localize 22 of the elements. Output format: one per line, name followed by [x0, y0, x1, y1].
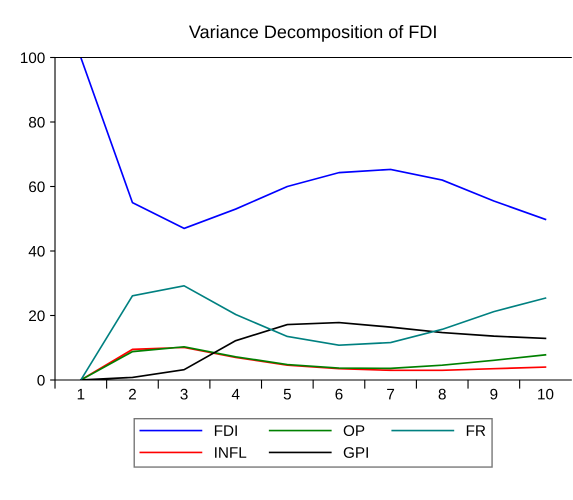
- y-tick-label: 80: [28, 116, 45, 128]
- x-tick-label: 3: [180, 388, 188, 400]
- y-tick-label: 100: [20, 52, 45, 64]
- chart-title: Variance Decomposition of FDI: [188, 24, 436, 42]
- x-tick-label: 10: [538, 388, 554, 400]
- legend-label: FDI: [214, 425, 237, 436]
- x-tick-label: 1: [78, 388, 84, 400]
- y-tick-label: 20: [29, 310, 45, 322]
- y-tick-label: 60: [29, 181, 45, 192]
- x-tick-label: 2: [128, 388, 136, 400]
- legend-label: INFL: [215, 447, 246, 458]
- x-tick-label: 4: [232, 388, 240, 400]
- x-tick-label: 6: [335, 388, 343, 400]
- x-tick-label: 9: [490, 388, 498, 400]
- x-tick-label: 7: [387, 388, 394, 400]
- y-tick-label: 0: [37, 374, 45, 386]
- x-tick-label: 8: [438, 388, 446, 400]
- legend-label: FR: [466, 425, 486, 436]
- y-tick-label: 40: [28, 246, 45, 257]
- legend-label: GPI: [344, 447, 368, 458]
- legend-label: OP: [344, 425, 364, 436]
- x-tick-label: 5: [284, 388, 291, 400]
